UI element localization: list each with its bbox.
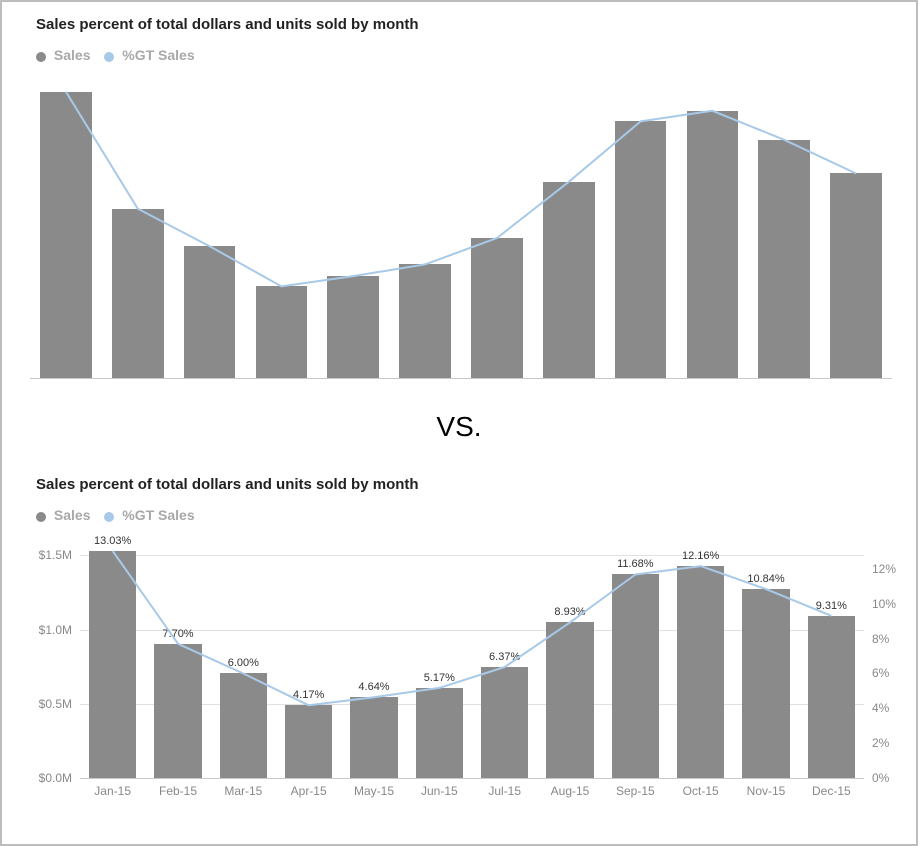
bar: [546, 622, 593, 778]
x-tick-label: Sep-15: [616, 784, 655, 798]
y-left-tick-label: $1.0M: [39, 623, 72, 637]
bottom-chart-panel: Sales percent of total dollars and units…: [2, 462, 916, 842]
legend-swatch-pctgt: [104, 52, 114, 62]
x-tick-label: Apr-15: [291, 784, 327, 798]
x-tick-label: Aug-15: [551, 784, 590, 798]
bar: [256, 286, 308, 378]
bar: [742, 589, 789, 778]
bar: [40, 92, 92, 378]
y-right-tick-label: 0%: [872, 771, 889, 785]
bar: [285, 705, 332, 778]
bar: [471, 238, 523, 378]
data-label: 10.84%: [747, 573, 784, 585]
top-chart-panel: Sales percent of total dollars and units…: [2, 2, 916, 392]
x-tick-label: Feb-15: [159, 784, 197, 798]
y-left-tick-label: $0.5M: [39, 697, 72, 711]
bar: [112, 209, 164, 378]
gridline: [80, 555, 864, 556]
bar: [481, 667, 528, 778]
bar: [154, 644, 201, 778]
x-axis-line: [30, 378, 892, 379]
data-label: 6.00%: [228, 657, 259, 669]
chart-title: Sales percent of total dollars and units…: [36, 16, 419, 33]
data-label: 7.70%: [162, 628, 193, 640]
legend-label-sales: Sales: [54, 47, 91, 63]
y-left-tick-label: $1.5M: [39, 548, 72, 562]
data-label: 6.37%: [489, 651, 520, 663]
legend-item-sales: Sales: [36, 47, 90, 63]
x-tick-label: Jun-15: [421, 784, 458, 798]
bar: [416, 688, 463, 778]
legend-label-pctgt: %GT Sales: [122, 507, 194, 523]
bar: [543, 182, 595, 378]
x-axis-line: [80, 778, 864, 779]
legend-label-sales: Sales: [54, 507, 91, 523]
bar: [758, 140, 810, 378]
bar: [677, 566, 724, 778]
comparison-frame: Sales percent of total dollars and units…: [0, 0, 918, 846]
data-label: 5.17%: [424, 672, 455, 684]
y-right-tick-label: 2%: [872, 736, 889, 750]
vs-separator: VS.: [2, 392, 916, 462]
data-label: 4.17%: [293, 689, 324, 701]
legend-item-pctgt: %GT Sales: [104, 47, 194, 63]
y-right-tick-label: 4%: [872, 701, 889, 715]
bottom-plot-area: $0.0M$0.5M$1.0M$1.5M0%2%4%6%8%10%12%Jan-…: [80, 548, 864, 778]
legend-item-sales: Sales: [36, 507, 90, 523]
bar: [350, 697, 397, 778]
legend-swatch-sales: [36, 52, 46, 62]
chart-legend: Sales %GT Sales: [36, 506, 205, 523]
x-tick-label: Nov-15: [747, 784, 786, 798]
bar: [808, 616, 855, 778]
legend-item-pctgt: %GT Sales: [104, 507, 194, 523]
x-tick-label: Jul-15: [488, 784, 521, 798]
y-right-tick-label: 6%: [872, 666, 889, 680]
x-tick-label: Oct-15: [683, 784, 719, 798]
bar: [687, 111, 739, 378]
y-right-tick-label: 10%: [872, 597, 896, 611]
y-right-tick-label: 8%: [872, 632, 889, 646]
data-label: 12.16%: [682, 550, 719, 562]
bar: [830, 173, 882, 378]
data-label: 13.03%: [94, 535, 131, 547]
data-label: 11.68%: [617, 558, 654, 570]
bar: [612, 574, 659, 778]
bar: [327, 276, 379, 378]
chart-legend: Sales %GT Sales: [36, 46, 205, 63]
bar: [220, 673, 267, 778]
data-label: 9.31%: [816, 600, 847, 612]
vs-label: VS.: [436, 411, 481, 442]
legend-swatch-sales: [36, 512, 46, 522]
data-label: 4.64%: [358, 681, 389, 693]
bar: [89, 551, 136, 778]
x-tick-label: Mar-15: [224, 784, 262, 798]
data-label: 8.93%: [554, 606, 585, 618]
y-left-tick-label: $0.0M: [39, 771, 72, 785]
x-tick-label: May-15: [354, 784, 394, 798]
bar: [184, 246, 236, 378]
bar: [615, 121, 667, 378]
y-right-tick-label: 12%: [872, 562, 896, 576]
bar: [399, 264, 451, 378]
x-tick-label: Jan-15: [94, 784, 131, 798]
legend-label-pctgt: %GT Sales: [122, 47, 194, 63]
x-tick-label: Dec-15: [812, 784, 851, 798]
chart-title: Sales percent of total dollars and units…: [36, 476, 419, 493]
legend-swatch-pctgt: [104, 512, 114, 522]
top-plot-area: [30, 88, 892, 378]
